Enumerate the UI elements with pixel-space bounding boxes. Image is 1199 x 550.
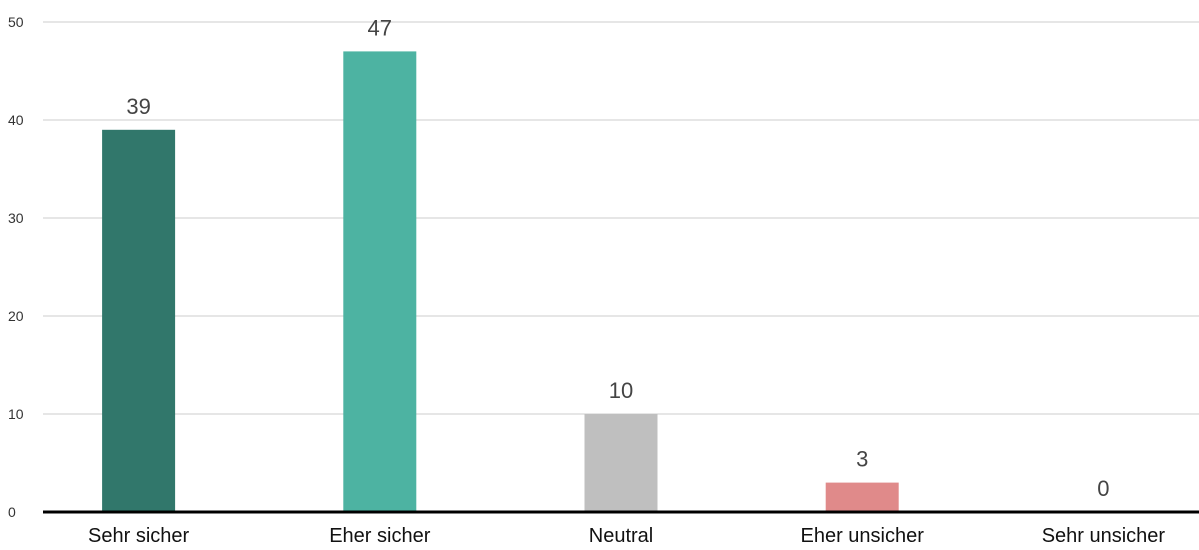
data-label-3: 3 — [856, 447, 868, 472]
y-tick-label-40: 40 — [8, 112, 24, 128]
category-label-3: Eher unsicher — [800, 525, 924, 547]
data-label-4: 0 — [1097, 476, 1109, 501]
bar-2 — [584, 414, 658, 512]
category-label-1: Eher sicher — [329, 525, 430, 547]
y-tick-label-30: 30 — [8, 210, 24, 226]
bar-3 — [825, 482, 899, 512]
y-axis-tick-labels: 0 10 20 30 40 50 — [8, 14, 24, 520]
x-axis-category-labels: Sehr sicher Eher sicher Neutral Eher unsich… — [88, 525, 1165, 547]
category-label-4: Sehr unsicher — [1042, 525, 1166, 547]
bar-1 — [343, 51, 417, 513]
y-tick-label-20: 20 — [8, 308, 24, 324]
data-label-1: 47 — [368, 15, 392, 40]
bars — [102, 51, 899, 513]
grid-lines — [43, 21, 1199, 415]
y-tick-label-10: 10 — [8, 406, 24, 422]
y-tick-label-50: 50 — [8, 14, 24, 30]
bar-0 — [102, 129, 176, 513]
y-tick-label-0: 0 — [8, 504, 16, 520]
data-labels: 39 47 10 3 0 — [126, 15, 1109, 501]
category-label-2: Neutral — [589, 525, 653, 547]
category-label-0: Sehr sicher — [88, 525, 189, 547]
data-label-0: 39 — [126, 94, 150, 119]
data-label-2: 10 — [609, 378, 633, 403]
